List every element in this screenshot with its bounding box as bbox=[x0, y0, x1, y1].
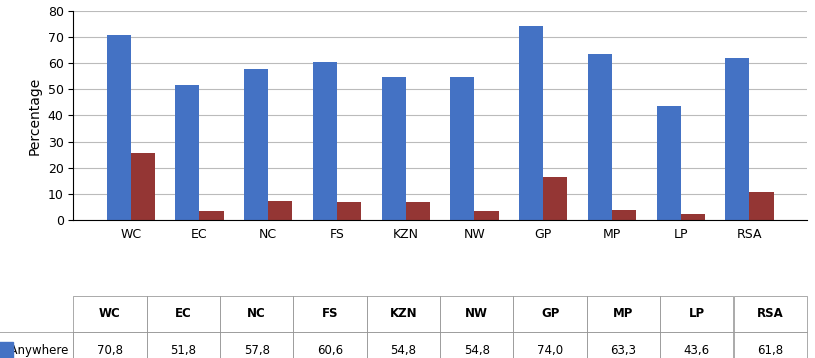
Bar bbox=[130, 153, 155, 220]
Bar bbox=[474, 211, 499, 220]
Bar bbox=[612, 210, 636, 220]
Bar bbox=[268, 201, 293, 220]
Bar bbox=[406, 202, 430, 220]
Bar bbox=[681, 214, 705, 220]
Bar bbox=[107, 35, 130, 220]
Bar bbox=[725, 58, 750, 220]
Bar bbox=[519, 26, 544, 220]
Bar bbox=[750, 192, 773, 220]
Bar bbox=[200, 211, 223, 220]
Bar bbox=[244, 69, 268, 220]
Y-axis label: Percentage: Percentage bbox=[28, 76, 42, 155]
Bar bbox=[175, 84, 200, 220]
Bar bbox=[451, 77, 474, 220]
Bar bbox=[544, 177, 567, 220]
Bar bbox=[588, 54, 612, 220]
Bar bbox=[381, 77, 406, 220]
Bar bbox=[313, 62, 337, 220]
Bar bbox=[337, 202, 361, 220]
Bar bbox=[657, 106, 681, 220]
